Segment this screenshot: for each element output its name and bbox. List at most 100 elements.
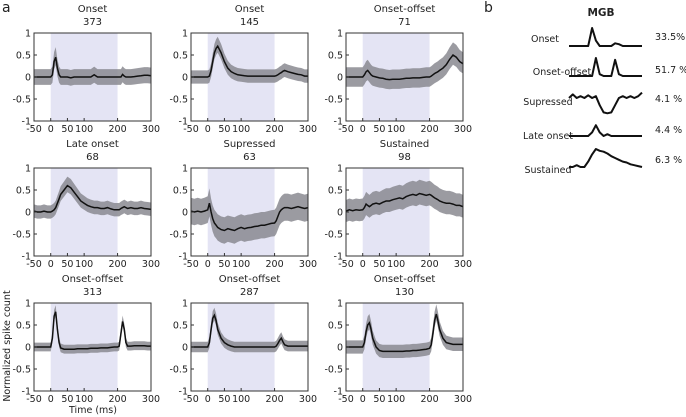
x-tick-label: 200 [421, 124, 439, 135]
subplot-7: Onset-offset 313 1 0.5 0 -0.5 -1-50 0 50 100 200 30… [12, 274, 160, 405]
subplot-count: 63 [243, 152, 256, 163]
y-tick-label: -1 [22, 117, 31, 128]
x-tick-label: -50 [338, 394, 354, 405]
y-tick-label: -0.5 [12, 230, 31, 241]
x-tick-label: 0 [48, 259, 54, 270]
x-tick-label: -50 [183, 124, 199, 135]
x-tick-label: 300 [142, 124, 160, 135]
y-tick-label: 0.5 [173, 321, 188, 332]
x-tick-label: 100 [75, 259, 93, 270]
y-tick-label: -0.5 [169, 95, 188, 106]
x-tick-label: 300 [299, 259, 317, 270]
subplot-2: Onset 145 1 0.5 0 -0.5 -1-50 0 50 100 200 300 [169, 4, 317, 135]
mgb-row-4: Late onset 4.4 % [523, 124, 682, 142]
x-tick-label: -50 [183, 394, 199, 405]
mgb-trace [569, 27, 642, 47]
y-tick-label: 1 [337, 299, 343, 310]
x-tick-label: 100 [387, 394, 405, 405]
y-tick-label: -0.5 [169, 230, 188, 241]
y-tick-label: -1 [334, 117, 343, 128]
y-tick-label: 0.5 [16, 51, 31, 62]
subplot-4: Late onset 68 1 0.5 0 -0.5 -1-50 0 50 100 200 300 [12, 139, 160, 270]
mean-line [191, 44, 308, 78]
subplot-count: 145 [240, 17, 259, 28]
mgb-trace [569, 124, 642, 137]
y-tick-label: 0 [182, 73, 188, 84]
y-tick-label: -1 [179, 117, 188, 128]
x-tick-label: 50 [373, 259, 385, 270]
mean-line [346, 313, 463, 353]
panel-b-title: MGB [587, 7, 614, 19]
x-tick-label: 200 [266, 259, 284, 270]
x-tick-label: 300 [142, 259, 160, 270]
y-tick-label: 0 [25, 208, 31, 219]
mean-line [346, 53, 464, 81]
x-tick-label: 200 [421, 259, 439, 270]
x-tick-label: 0 [360, 124, 366, 135]
subplot-count: 71 [398, 17, 411, 28]
mgb-row-2: Onset-offset 51.7 % [533, 57, 686, 78]
subplot-title: Late onset [66, 139, 119, 150]
x-tick-label: 50 [218, 259, 230, 270]
x-tick-label: 0 [360, 394, 366, 405]
x-tick-label: 50 [61, 394, 73, 405]
subplot-5: Supressed 63 1 0.5 0 -0.5 -1-50 0 50 100 200 300 [169, 139, 317, 270]
x-tick-label: 100 [232, 259, 250, 270]
mgb-class-label: Sustained [524, 165, 571, 176]
x-tick-label: 100 [232, 394, 250, 405]
x-tick-label: 200 [421, 394, 439, 405]
x-tick-label: 100 [75, 394, 93, 405]
x-tick-label: 50 [61, 124, 73, 135]
mean-line [190, 203, 309, 232]
y-tick-label: -1 [22, 252, 31, 263]
y-tick-label: 0.5 [328, 51, 343, 62]
subplot-title: Onset [78, 4, 108, 15]
subplot-9: Onset-offset 130 1 0.5 0 -0.5 -1-50 0 50 100 200 30… [324, 274, 472, 405]
mgb-class-label: Onset-offset [533, 67, 592, 78]
y-tick-label: 1 [25, 164, 31, 175]
y-tick-label: -0.5 [12, 95, 31, 106]
y-tick-label: 0 [25, 73, 31, 84]
y-tick-label: -0.5 [12, 365, 31, 376]
y-tick-label: 1 [25, 299, 31, 310]
mgb-trace [569, 57, 642, 77]
x-tick-label: 300 [142, 394, 160, 405]
y-tick-label: 0 [337, 343, 343, 354]
x-tick-label: -50 [338, 259, 354, 270]
panel-b-letter: b [484, 0, 493, 16]
mgb-row-5: Sustained 6.3 % [524, 148, 682, 176]
y-tick-label: -1 [179, 252, 188, 263]
x-tick-label: -50 [26, 259, 42, 270]
subplot-8: Onset-offset 287 1 0.5 0 -0.5 -1-50 0 50 100 200 30… [169, 274, 317, 405]
x-axis-label: Time (ms) [68, 405, 117, 416]
mean-line [345, 192, 464, 212]
x-tick-label: 200 [109, 259, 127, 270]
mean-line [33, 184, 152, 213]
mgb-percent: 4.4 % [655, 125, 682, 136]
y-tick-label: 0 [337, 208, 343, 219]
subplot-count: 373 [83, 17, 102, 28]
x-tick-label: 300 [454, 124, 472, 135]
x-tick-label: 300 [299, 394, 317, 405]
y-tick-label: 0 [182, 208, 188, 219]
y-tick-label: -1 [334, 252, 343, 263]
mgb-percent: 33.5% [655, 32, 685, 43]
x-tick-label: 100 [387, 259, 405, 270]
subplot-title: Onset-offset [374, 4, 436, 15]
x-tick-label: 50 [218, 124, 230, 135]
sem-band [191, 36, 308, 84]
subplot-title: Sustained [380, 139, 430, 150]
mean-line [34, 56, 152, 79]
x-tick-label: -50 [338, 124, 354, 135]
y-tick-label: 0.5 [16, 186, 31, 197]
subplot-count: 287 [240, 287, 259, 298]
subplot-title: Onset-offset [374, 274, 436, 285]
subplot-title: Onset-offset [62, 274, 124, 285]
y-tick-label: 0 [182, 343, 188, 354]
x-tick-label: -50 [26, 124, 42, 135]
x-tick-label: 50 [218, 394, 230, 405]
mgb-class-label: Supressed [523, 97, 572, 108]
mgb-percent: 51.7 % [655, 65, 686, 76]
subplot-title: Supressed [224, 139, 276, 150]
x-tick-label: 300 [454, 259, 472, 270]
